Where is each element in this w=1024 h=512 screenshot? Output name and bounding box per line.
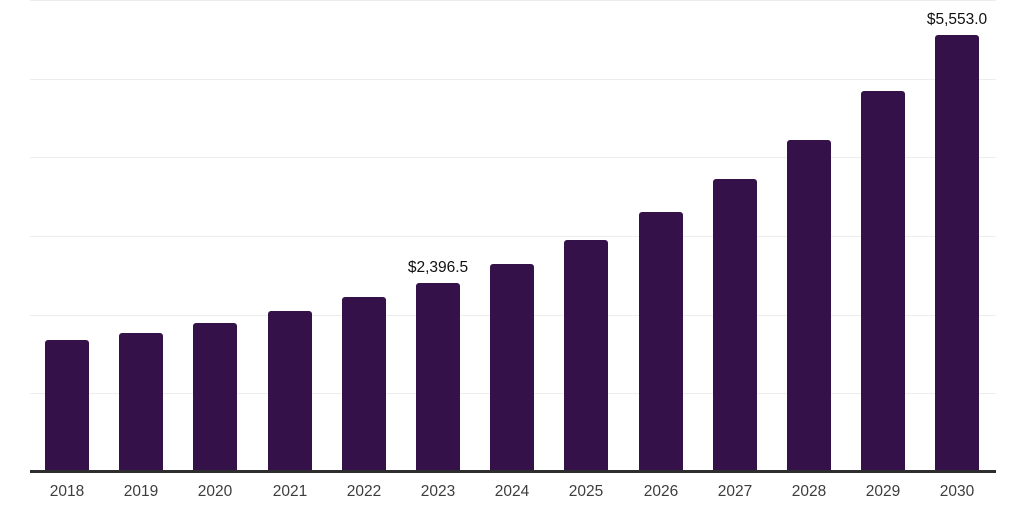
bar-2025	[564, 240, 608, 472]
bar-2028	[787, 140, 831, 472]
x-axis-label-2023: 2023	[420, 483, 456, 500]
x-axis-label-2021: 2021	[272, 483, 308, 500]
bar-2026	[639, 212, 683, 472]
gridline-3000	[30, 236, 996, 237]
bar-2020	[193, 323, 237, 472]
bar-2019	[119, 333, 163, 472]
bar-2022	[342, 297, 386, 472]
bar-2018	[45, 340, 89, 472]
bar-2027	[713, 179, 757, 472]
x-axis-label-2030: 2030	[939, 483, 975, 500]
x-axis-label-2024: 2024	[494, 483, 530, 500]
bar-2024	[490, 264, 534, 472]
x-axis-label-2026: 2026	[643, 483, 679, 500]
x-axis-label-2028: 2028	[791, 483, 827, 500]
gridline-6000	[30, 0, 996, 1]
x-axis-label-2018: 2018	[49, 483, 85, 500]
gridline-4000	[30, 157, 996, 158]
x-axis-label-2027: 2027	[717, 483, 753, 500]
bar-2021	[268, 311, 312, 472]
value-label-2030: $5,553.0	[926, 11, 988, 28]
value-label-2023: $2,396.5	[407, 259, 469, 276]
x-axis-label-2029: 2029	[865, 483, 901, 500]
x-axis-label-2025: 2025	[568, 483, 604, 500]
x-axis-label-2020: 2020	[197, 483, 233, 500]
bar-2023	[416, 283, 460, 472]
bar-2030	[935, 35, 979, 472]
bar-2029	[861, 91, 905, 472]
x-axis-line	[30, 470, 996, 473]
x-axis-label-2019: 2019	[123, 483, 159, 500]
gridline-5000	[30, 79, 996, 80]
x-axis-label-2022: 2022	[346, 483, 382, 500]
